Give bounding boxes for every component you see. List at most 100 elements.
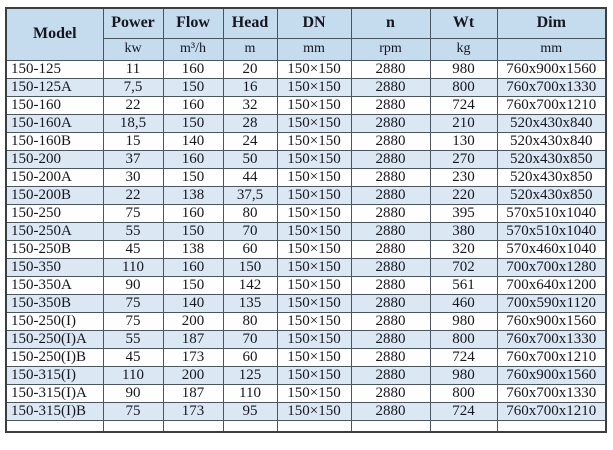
value-cell: 2880 [350,239,431,259]
value-cell: 60 [222,347,278,367]
value-cell: 570x510x1040 [496,221,607,241]
model-cell: 150-315(I)A [5,383,104,403]
value-cell: 173 [162,347,224,367]
value-cell: 150×150 [276,77,352,97]
empty-cell [102,419,164,433]
value-cell: 150×150 [276,185,352,205]
table-row: 150-250(I)A 55 187 70 150×150 2880 800 760x700x… [5,329,607,349]
model-cell: 150-350A [5,275,104,295]
value-cell: 2880 [350,131,431,151]
value-cell: 570x510x1040 [496,203,607,223]
value-cell: 70 [222,329,278,349]
value-cell: 44 [222,167,278,187]
table-row: 150-350A 90 150 142 150×150 2880 561 700x640x12… [5,275,607,295]
unit-header-wt: kg [429,37,498,61]
value-cell: 760x900x1560 [496,311,607,331]
model-cell: 150-250(I) [5,311,104,331]
value-cell: 760x900x1560 [496,59,607,79]
value-cell: 570x460x1040 [496,239,607,259]
value-cell: 760x700x1330 [496,383,607,403]
value-cell: 724 [429,95,498,115]
value-cell: 75 [102,293,164,313]
model-cell: 150-200B [5,185,104,205]
value-cell: 150×150 [276,239,352,259]
value-cell: 45 [102,239,164,259]
value-cell: 2880 [350,365,431,385]
value-cell: 150×150 [276,95,352,115]
value-cell: 2880 [350,203,431,223]
value-cell: 150×150 [276,203,352,223]
empty-cell [5,419,104,433]
value-cell: 138 [162,239,224,259]
value-cell: 210 [429,113,498,133]
value-cell: 138 [162,185,224,205]
value-cell: 160 [162,149,224,169]
table-row: 150-250A 55 150 70 150×150 2880 380 570x510x104… [5,221,607,241]
value-cell: 395 [429,203,498,223]
value-cell: 160 [162,95,224,115]
value-cell: 700x640x1200 [496,275,607,295]
value-cell: 561 [429,275,498,295]
model-cell: 150-200A [5,167,104,187]
column-header-head: Head [222,7,278,39]
table-row: 150-125 11 160 20 150×150 2880 980 760x900x1560 [5,59,607,79]
value-cell: 760x700x1210 [496,95,607,115]
value-cell: 724 [429,401,498,421]
value-cell: 2880 [350,167,431,187]
model-cell: 150-160 [5,95,104,115]
value-cell: 150×150 [276,131,352,151]
value-cell: 55 [102,329,164,349]
value-cell: 22 [102,185,164,205]
table-header: Model Power Flow Head DN n Wt Dim kw m³/… [5,7,607,61]
value-cell: 520x430x850 [496,167,607,187]
table-row: 150-250B 45 138 60 150×150 2880 320 570x460x104… [5,239,607,259]
value-cell: 150×150 [276,275,352,295]
table-row: 150-160A 18,5 150 28 150×150 2880 210 520x430x8… [5,113,607,133]
value-cell: 187 [162,329,224,349]
value-cell: 2880 [350,293,431,313]
model-cell: 150-160A [5,113,104,133]
value-cell: 230 [429,167,498,187]
value-cell: 700x700x1280 [496,257,607,277]
value-cell: 20 [222,59,278,79]
column-header-wt: Wt [429,7,498,39]
value-cell: 125 [222,365,278,385]
value-cell: 2880 [350,383,431,403]
value-cell: 760x900x1560 [496,365,607,385]
value-cell: 2880 [350,329,431,349]
value-cell: 200 [162,365,224,385]
unit-header-dim: mm [496,37,607,61]
model-cell: 150-200 [5,149,104,169]
table-row: 150-315(I) 110 200 125 150×150 2880 980 760x900… [5,365,607,385]
value-cell: 150×150 [276,329,352,349]
value-cell: 760x700x1330 [496,77,607,97]
table-row: 150-200A 30 150 44 150×150 2880 230 520x430x850 [5,167,607,187]
table-row: 150-350B 75 140 135 150×150 2880 460 700x590x11… [5,293,607,313]
model-cell: 150-315(I) [5,365,104,385]
empty-cell [162,419,224,433]
value-cell: 2880 [350,221,431,241]
value-cell: 2880 [350,401,431,421]
value-cell: 18,5 [102,113,164,133]
value-cell: 30 [102,167,164,187]
value-cell: 700x590x1120 [496,293,607,313]
value-cell: 800 [429,383,498,403]
value-cell: 160 [162,203,224,223]
value-cell: 24 [222,131,278,151]
table-row-partial [5,419,607,433]
value-cell: 160 [162,59,224,79]
value-cell: 37 [102,149,164,169]
value-cell: 16 [222,77,278,97]
value-cell: 140 [162,293,224,313]
value-cell: 22 [102,95,164,115]
value-cell: 520x430x850 [496,149,607,169]
table-row: 150-350 110 160 150 150×150 2880 702 700x700x12… [5,257,607,277]
value-cell: 90 [102,383,164,403]
value-cell: 110 [102,365,164,385]
column-header-dim: Dim [496,7,607,39]
model-cell: 150-350 [5,257,104,277]
value-cell: 980 [429,59,498,79]
value-cell: 2880 [350,59,431,79]
value-cell: 150×150 [276,167,352,187]
value-cell: 980 [429,365,498,385]
